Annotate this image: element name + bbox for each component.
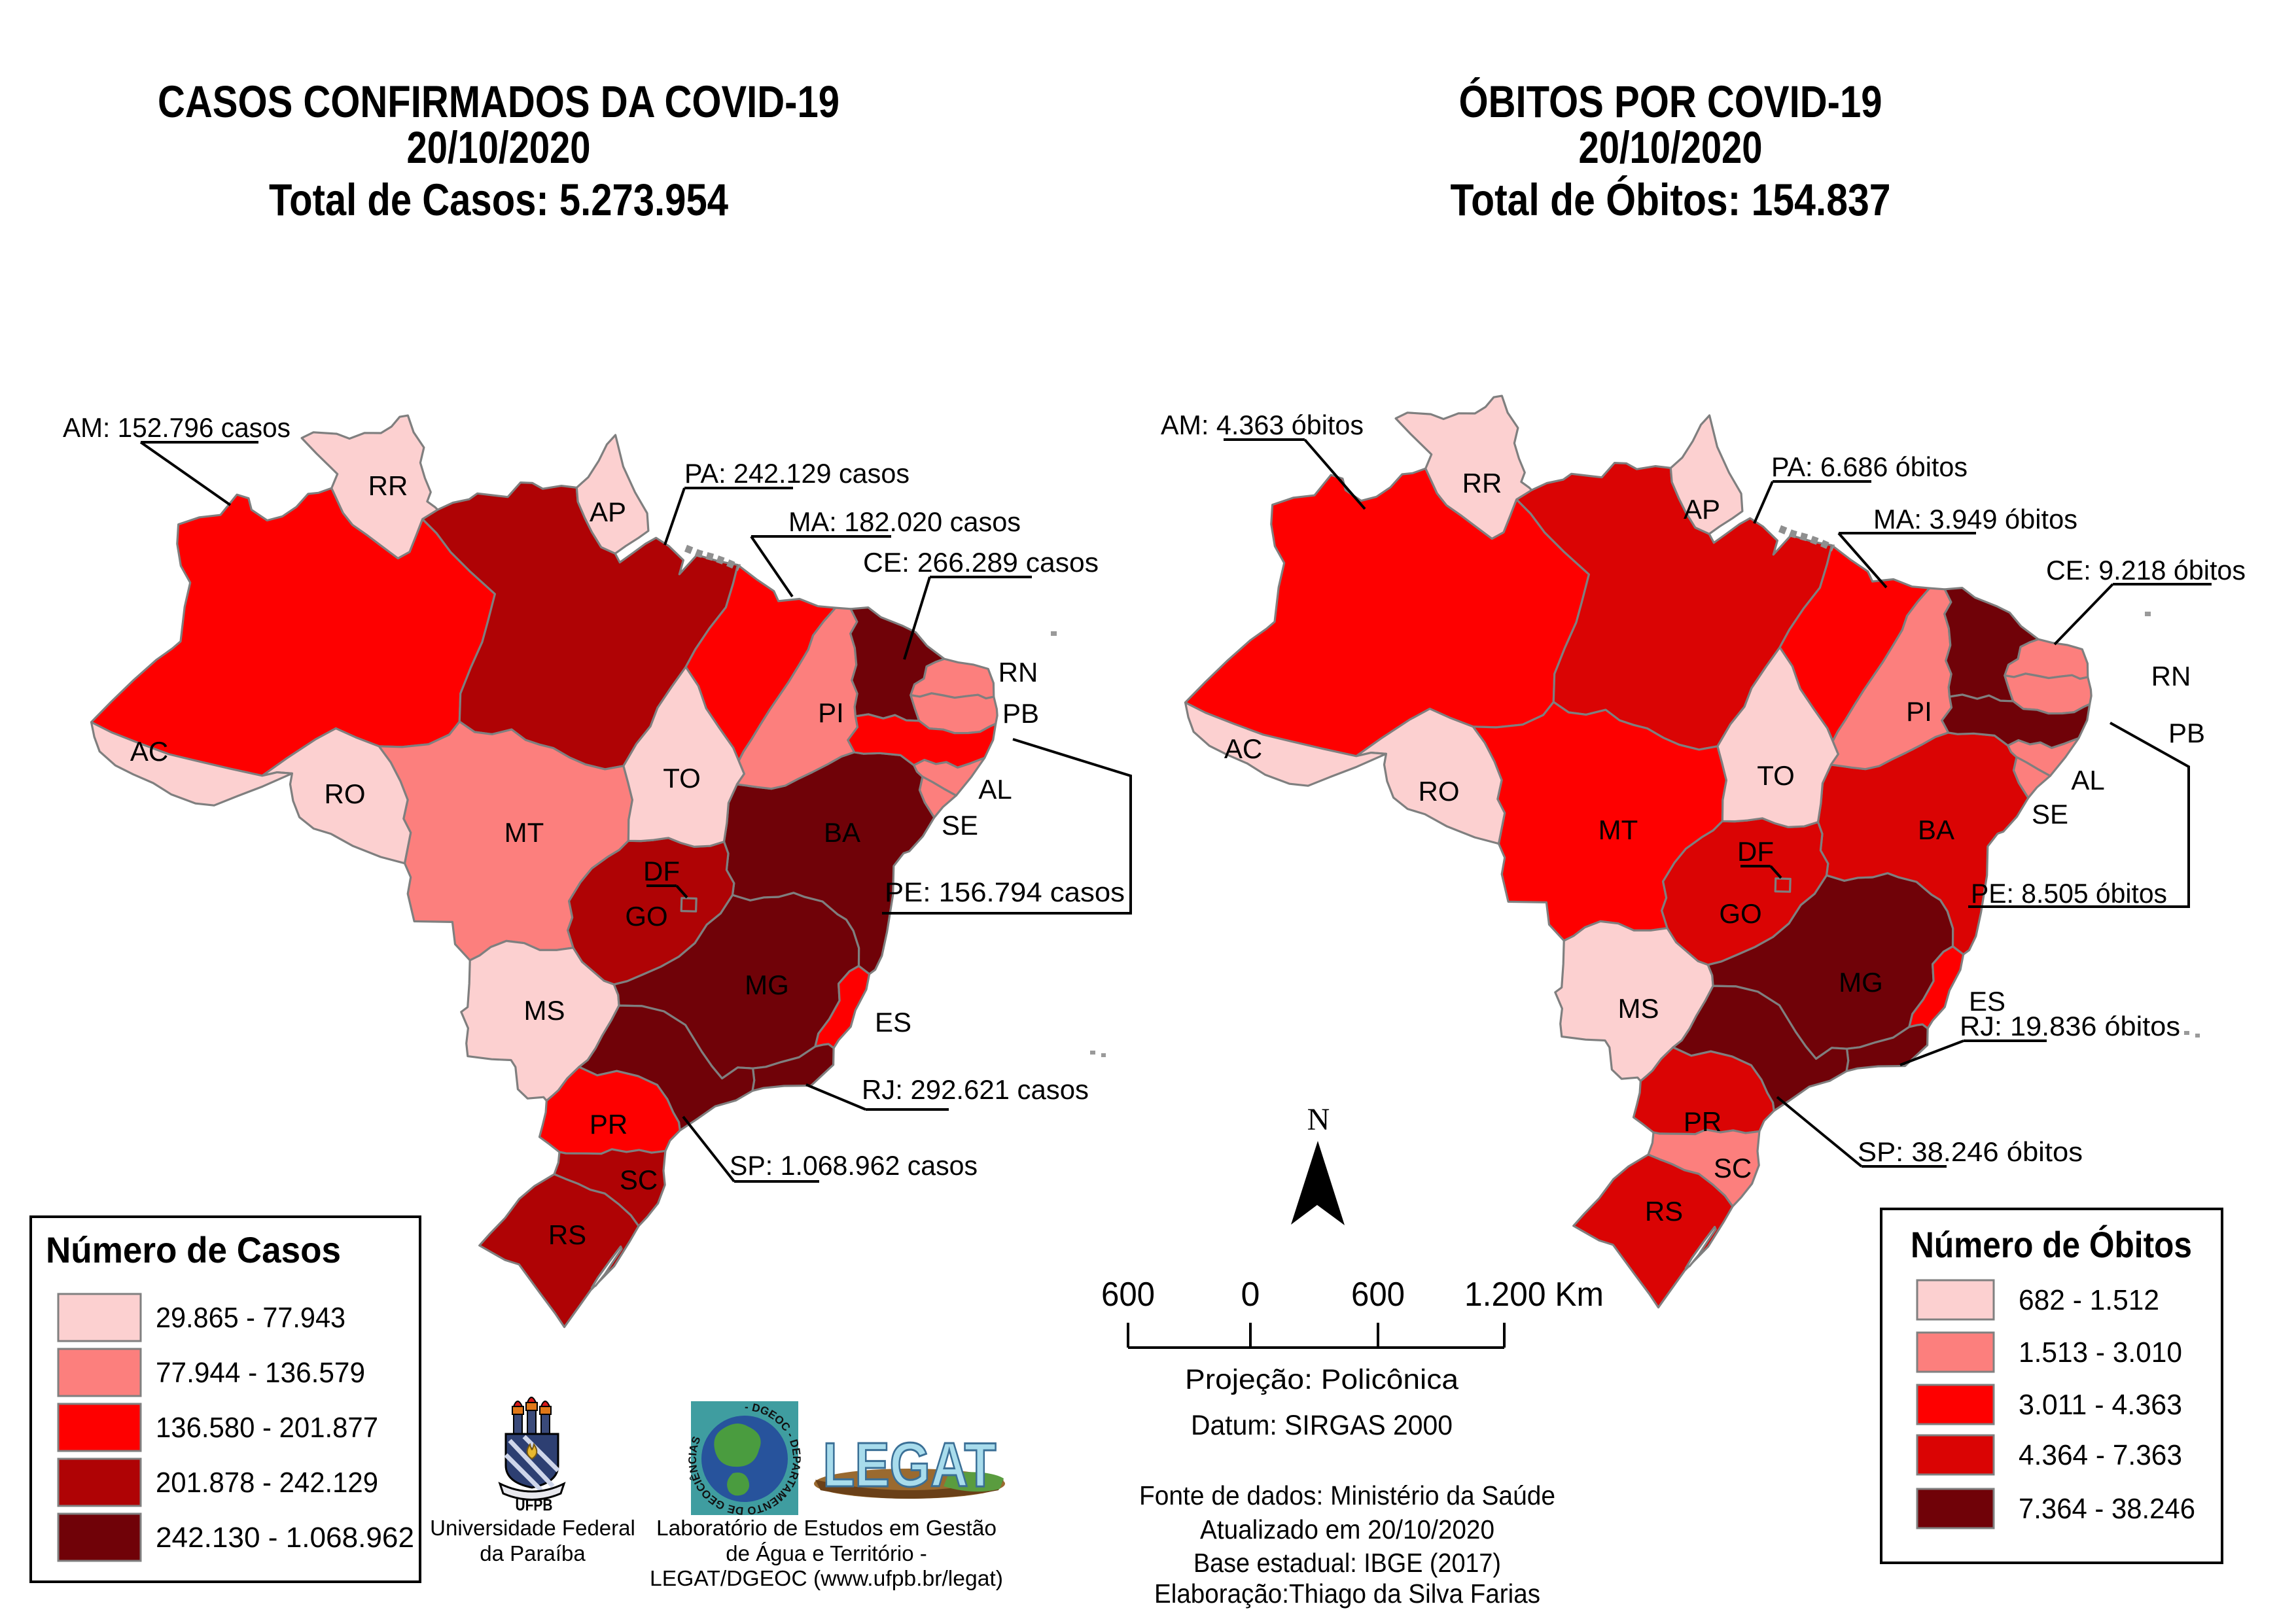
- svg-text:MG: MG: [1839, 967, 1883, 998]
- svg-text:SC: SC: [1714, 1153, 1752, 1183]
- svg-text:PE: 156.794 casos: PE: 156.794 casos: [885, 877, 1125, 907]
- svg-text:CE: 266.289 casos: CE: 266.289 casos: [863, 547, 1099, 578]
- svg-text:RR: RR: [1462, 468, 1502, 498]
- svg-text:Total de Óbitos: 154.837: Total de Óbitos: 154.837: [1451, 175, 1891, 225]
- svg-text:TO: TO: [663, 763, 701, 794]
- svg-text:N: N: [1307, 1102, 1330, 1137]
- svg-text:PR: PR: [590, 1109, 627, 1140]
- svg-text:AC: AC: [1224, 733, 1262, 764]
- svg-text:Datum: SIRGAS 2000: Datum: SIRGAS 2000: [1191, 1410, 1453, 1441]
- svg-text:AM: 152.796 casos: AM: 152.796 casos: [63, 412, 291, 443]
- svg-text:MA: 3.949 óbitos: MA: 3.949 óbitos: [1873, 504, 2077, 534]
- svg-text:Total de Casos: 5.273.954: Total de Casos: 5.273.954: [269, 175, 728, 225]
- svg-text:AL: AL: [978, 774, 1012, 805]
- svg-text:201.878 - 242.129: 201.878 - 242.129: [156, 1467, 378, 1499]
- svg-text:da Paraíba: da Paraíba: [480, 1541, 586, 1565]
- svg-text:Elaboração:Thiago da Silva Far: Elaboração:Thiago da Silva Farias: [1154, 1579, 1540, 1609]
- svg-text:PA: 6.686 óbitos: PA: 6.686 óbitos: [1771, 451, 1968, 482]
- svg-text:CE: 9.218 óbitos: CE: 9.218 óbitos: [2046, 555, 2246, 585]
- svg-text:4.364 - 7.363: 4.364 - 7.363: [2019, 1439, 2182, 1471]
- svg-text:AC: AC: [130, 736, 168, 767]
- svg-text:ÓBITOS POR COVID-19: ÓBITOS POR COVID-19: [1459, 77, 1882, 127]
- svg-text:682 - 1.512: 682 - 1.512: [2019, 1284, 2159, 1316]
- svg-text:ES: ES: [1969, 986, 2005, 1017]
- svg-text:RJ: 292.621 casos: RJ: 292.621 casos: [862, 1074, 1089, 1105]
- svg-text:29.865 - 77.943: 29.865 - 77.943: [156, 1302, 345, 1334]
- svg-text:20/10/2020: 20/10/2020: [1579, 122, 1763, 173]
- svg-text:3.011 - 4.363: 3.011 - 4.363: [2019, 1389, 2182, 1421]
- svg-text:LEGAT: LEGAT: [823, 1430, 997, 1500]
- svg-text:1.513 - 3.010: 1.513 - 3.010: [2019, 1336, 2182, 1369]
- svg-text:600: 600: [1351, 1276, 1405, 1314]
- svg-text:PB: PB: [2168, 718, 2205, 748]
- svg-text:Fonte de dados: Ministério da: Fonte de dados: Ministério da Saúde: [1139, 1480, 1555, 1510]
- svg-text:Número de Óbitos: Número de Óbitos: [1911, 1224, 2192, 1265]
- svg-text:136.580 - 201.877: 136.580 - 201.877: [156, 1412, 378, 1444]
- svg-text:Universidade Federal: Universidade Federal: [430, 1516, 635, 1540]
- svg-text:GO: GO: [625, 901, 667, 932]
- svg-text:RN: RN: [998, 657, 1038, 688]
- svg-text:RO: RO: [325, 778, 366, 809]
- svg-text:LEGAT/DGEOC (www.ufpb.br/legat: LEGAT/DGEOC (www.ufpb.br/legat): [650, 1566, 1003, 1590]
- svg-text:MG: MG: [745, 969, 789, 1000]
- svg-text:RO: RO: [1419, 776, 1460, 807]
- svg-text:BA: BA: [824, 817, 860, 848]
- svg-text:600: 600: [1101, 1276, 1155, 1314]
- svg-text:Laboratório de Estudos em Gest: Laboratório de Estudos em Gestão: [656, 1516, 997, 1540]
- svg-text:PI: PI: [818, 697, 844, 728]
- svg-text:RR: RR: [368, 470, 408, 501]
- svg-text:DF: DF: [643, 856, 680, 886]
- svg-text:Número de Casos: Número de Casos: [46, 1229, 341, 1270]
- svg-text:BA: BA: [1918, 814, 1954, 845]
- svg-text:AP: AP: [590, 497, 626, 527]
- svg-text:RN: RN: [2151, 661, 2191, 691]
- svg-text:AL: AL: [2071, 765, 2104, 795]
- svg-text:0: 0: [1241, 1276, 1260, 1314]
- svg-text:de Água e Território -: de Água e Território -: [726, 1541, 927, 1565]
- svg-text:CASOS CONFIRMADOS DA COVID-19: CASOS CONFIRMADOS DA COVID-19: [158, 77, 839, 127]
- svg-text:ES: ES: [875, 1007, 911, 1038]
- svg-text:PB: PB: [1002, 698, 1039, 729]
- svg-text:PE: 8.505 óbitos: PE: 8.505 óbitos: [1971, 878, 2167, 909]
- svg-text:GO: GO: [1719, 898, 1761, 929]
- svg-text:Atualizado em 20/10/2020: Atualizado em 20/10/2020: [1200, 1514, 1494, 1544]
- svg-text:PA: 242.129 casos: PA: 242.129 casos: [684, 458, 910, 489]
- svg-text:SC: SC: [620, 1164, 658, 1195]
- svg-text:PR: PR: [1684, 1106, 1722, 1137]
- svg-text:RS: RS: [548, 1219, 586, 1250]
- svg-text:Projeção: Policônica: Projeção: Policônica: [1185, 1364, 1458, 1395]
- svg-text:RS: RS: [1645, 1196, 1683, 1227]
- svg-text:PI: PI: [1906, 696, 1932, 727]
- svg-text:MS: MS: [524, 995, 565, 1026]
- svg-text:SE: SE: [942, 810, 978, 841]
- svg-text:DF: DF: [1737, 836, 1774, 867]
- svg-text:UFPB: UFPB: [516, 1496, 553, 1514]
- svg-text:SP: 1.068.962 casos: SP: 1.068.962 casos: [730, 1150, 978, 1181]
- svg-text:AP: AP: [1684, 494, 1720, 525]
- svg-text:AM: 4.363 óbitos: AM: 4.363 óbitos: [1161, 410, 1364, 440]
- svg-text:242.130 - 1.068.962: 242.130 - 1.068.962: [156, 1522, 414, 1554]
- svg-text:MA: 182.020 casos: MA: 182.020 casos: [788, 506, 1021, 537]
- svg-text:7.364 - 38.246: 7.364 - 38.246: [2019, 1493, 2195, 1525]
- svg-text:MT: MT: [504, 817, 544, 848]
- svg-text:MS: MS: [1618, 993, 1659, 1024]
- svg-text:20/10/2020: 20/10/2020: [407, 122, 591, 173]
- svg-text:SE: SE: [2032, 799, 2068, 829]
- svg-text:RJ: 19.836 óbitos: RJ: 19.836 óbitos: [1960, 1011, 2180, 1041]
- svg-text:Base estadual: IBGE (2017): Base estadual: IBGE (2017): [1193, 1548, 1501, 1578]
- svg-text:TO: TO: [1757, 760, 1795, 791]
- svg-text:77.944 - 136.579: 77.944 - 136.579: [156, 1357, 365, 1389]
- svg-text:1.200 Km: 1.200 Km: [1464, 1276, 1604, 1314]
- svg-text:MT: MT: [1598, 814, 1638, 845]
- svg-text:SP: 38.246 óbitos: SP: 38.246 óbitos: [1858, 1136, 2083, 1167]
